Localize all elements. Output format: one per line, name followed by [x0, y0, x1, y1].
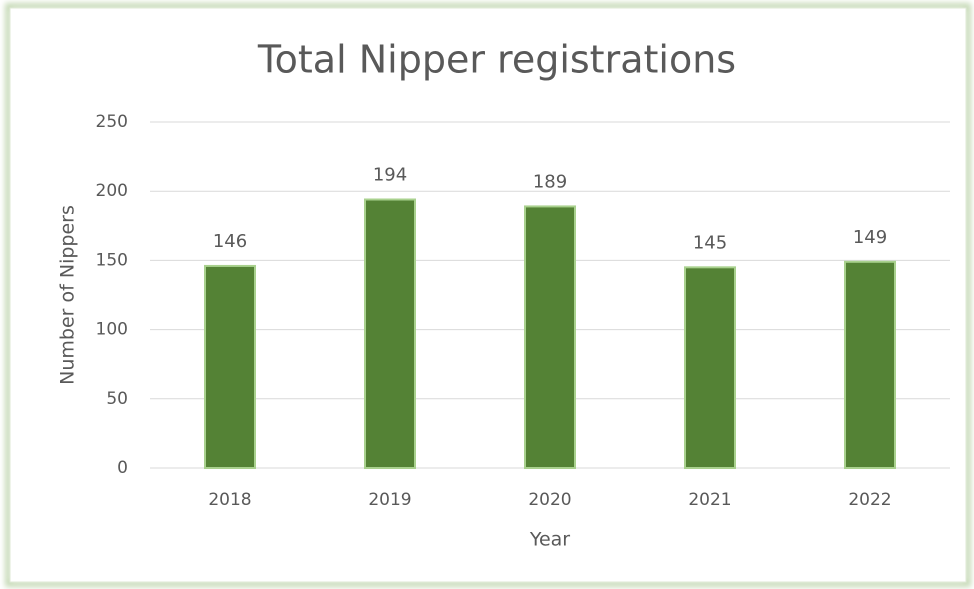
x-axis-label: Year [529, 529, 570, 551]
frame-shadow [5, 3, 971, 587]
bar [364, 198, 416, 469]
y-tick-label: 150 [96, 250, 128, 270]
chart-frame [9, 7, 967, 583]
data-label: 146 [213, 231, 247, 252]
data-label: 149 [853, 227, 887, 248]
x-tick-label: 2018 [208, 490, 251, 510]
x-tick-label: 2022 [848, 490, 891, 510]
data-label: 194 [373, 165, 407, 186]
data-label: 145 [693, 232, 727, 253]
y-tick-label: 50 [106, 389, 128, 409]
y-tick-label: 250 [96, 112, 128, 132]
bar [204, 264, 256, 469]
data-label: 189 [533, 171, 567, 192]
x-tick-label: 2021 [688, 490, 731, 510]
chart-title: Total Nipper registrations [257, 38, 736, 82]
bar [684, 266, 736, 469]
x-tick-label: 2020 [528, 490, 571, 510]
y-tick-label: 100 [96, 320, 128, 340]
bar [524, 205, 576, 469]
y-axis-label: Number of Nippers [57, 205, 79, 385]
y-tick-label: 0 [117, 458, 128, 478]
y-tick-label: 200 [96, 181, 128, 201]
bar [844, 260, 896, 469]
x-tick-label: 2019 [368, 490, 411, 510]
